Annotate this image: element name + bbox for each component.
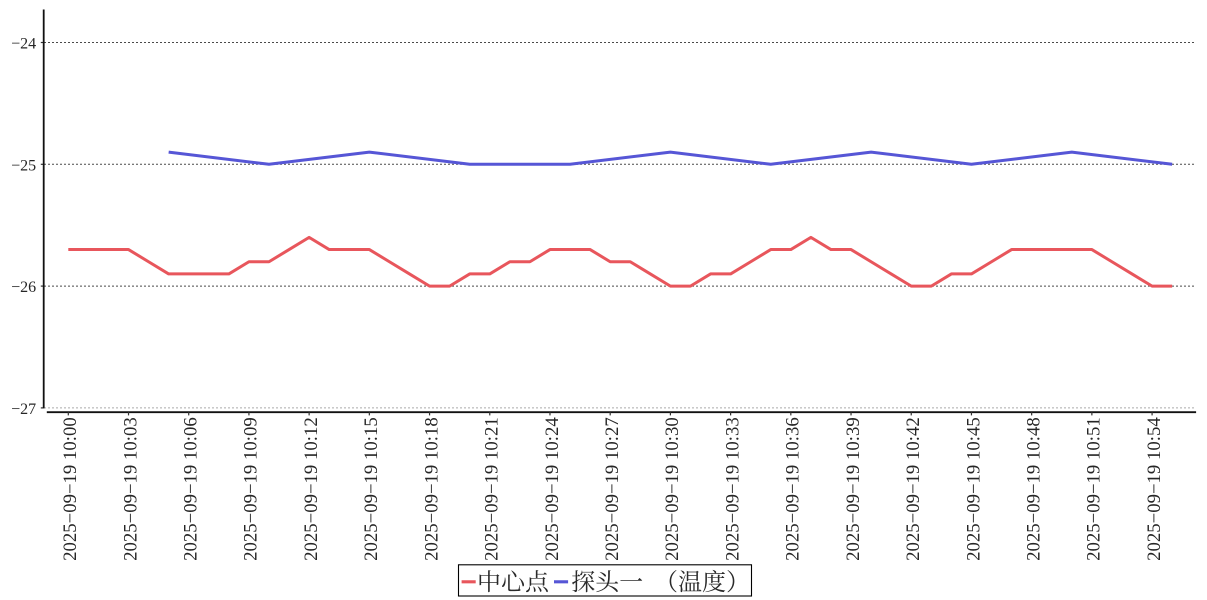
svg-text:2025−09−19 10:12: 2025−09−19 10:12 xyxy=(301,417,322,561)
svg-text:−24: −24 xyxy=(11,36,36,53)
svg-text:2025−09−19 10:39: 2025−09−19 10:39 xyxy=(843,417,864,561)
svg-text:2025−09−19 10:09: 2025−09−19 10:09 xyxy=(241,417,262,561)
svg-text:2025−09−19 10:27: 2025−09−19 10:27 xyxy=(602,417,623,561)
svg-text:2025−09−19 10:18: 2025−09−19 10:18 xyxy=(421,417,442,561)
svg-text:−26: −26 xyxy=(11,279,36,296)
svg-text:2025−09−19 10:06: 2025−09−19 10:06 xyxy=(181,417,202,561)
svg-text:2025−09−19 10:36: 2025−09−19 10:36 xyxy=(783,417,804,561)
svg-text:2025−09−19 10:15: 2025−09−19 10:15 xyxy=(361,417,382,561)
svg-text:−25: −25 xyxy=(11,157,36,174)
svg-text:2025−09−19 10:30: 2025−09−19 10:30 xyxy=(662,417,683,561)
svg-text:2025−09−19 10:21: 2025−09−19 10:21 xyxy=(482,417,503,561)
svg-text:2025−09−19 10:51: 2025−09−19 10:51 xyxy=(1084,417,1105,561)
svg-text:2025−09−19 10:03: 2025−09−19 10:03 xyxy=(120,417,141,561)
svg-text:2025−09−19 10:00: 2025−09−19 10:00 xyxy=(60,417,81,561)
svg-text:−27: −27 xyxy=(11,401,36,418)
svg-text:2025−09−19 10:42: 2025−09−19 10:42 xyxy=(903,417,924,561)
svg-text:2025−09−19 10:24: 2025−09−19 10:24 xyxy=(542,417,563,561)
svg-text:2025−09−19 10:45: 2025−09−19 10:45 xyxy=(963,417,984,561)
svg-text:2025−09−19 10:33: 2025−09−19 10:33 xyxy=(722,417,743,561)
svg-text:2025−09−19 10:48: 2025−09−19 10:48 xyxy=(1023,417,1044,561)
svg-text:2025−09−19 10:54: 2025−09−19 10:54 xyxy=(1144,417,1165,561)
